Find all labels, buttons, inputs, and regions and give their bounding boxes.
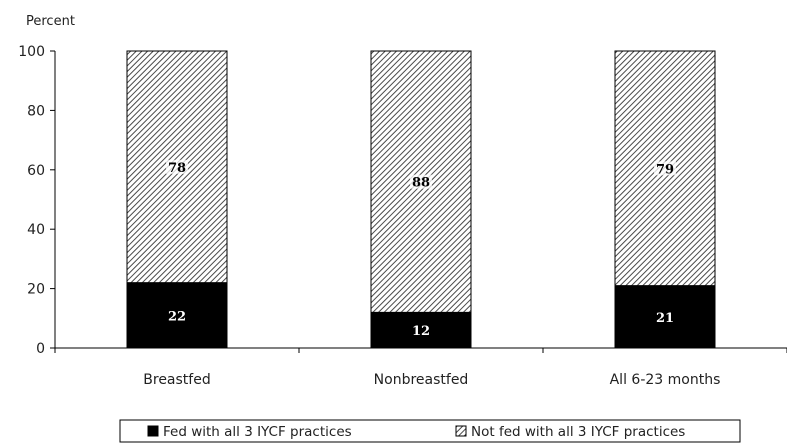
x-category-label: Breastfed <box>143 372 210 388</box>
x-category-label: All 6-23 months <box>610 372 721 388</box>
y-tick-label: 0 <box>36 341 45 357</box>
data-label-not-fed-0: 78 <box>168 161 186 176</box>
y-tick-label: 60 <box>27 163 45 179</box>
y-axis-label: Percent <box>26 14 75 29</box>
y-tick-label: 40 <box>27 222 45 238</box>
data-label-bg <box>410 174 432 189</box>
legend-label-not-fed: Not fed with all 3 IYCF practices <box>471 424 685 440</box>
y-tick-label: 80 <box>27 103 45 119</box>
bar-fed-2 <box>614 285 716 349</box>
data-label-not-fed-1: 88 <box>412 176 430 191</box>
legend-swatch-not-fed <box>455 425 467 437</box>
data-label-fed-0: 22 <box>168 309 186 324</box>
data-label-fed-1: 12 <box>412 324 430 339</box>
legend-box <box>119 419 741 443</box>
data-label-bg <box>166 159 188 174</box>
legend-label-fed: Fed with all 3 IYCF practices <box>163 424 352 440</box>
data-label-bg <box>654 161 676 176</box>
x-category-label: Nonbreastfed <box>374 372 469 388</box>
bar-fed-1 <box>370 311 472 349</box>
data-label-not-fed-2: 79 <box>656 162 674 177</box>
y-tick-label: 100 <box>18 44 45 60</box>
data-label-fed-2: 21 <box>656 311 674 326</box>
y-tick-label: 20 <box>27 282 45 298</box>
bar-fed-0 <box>126 282 228 349</box>
legend-swatch-fed <box>147 425 159 437</box>
